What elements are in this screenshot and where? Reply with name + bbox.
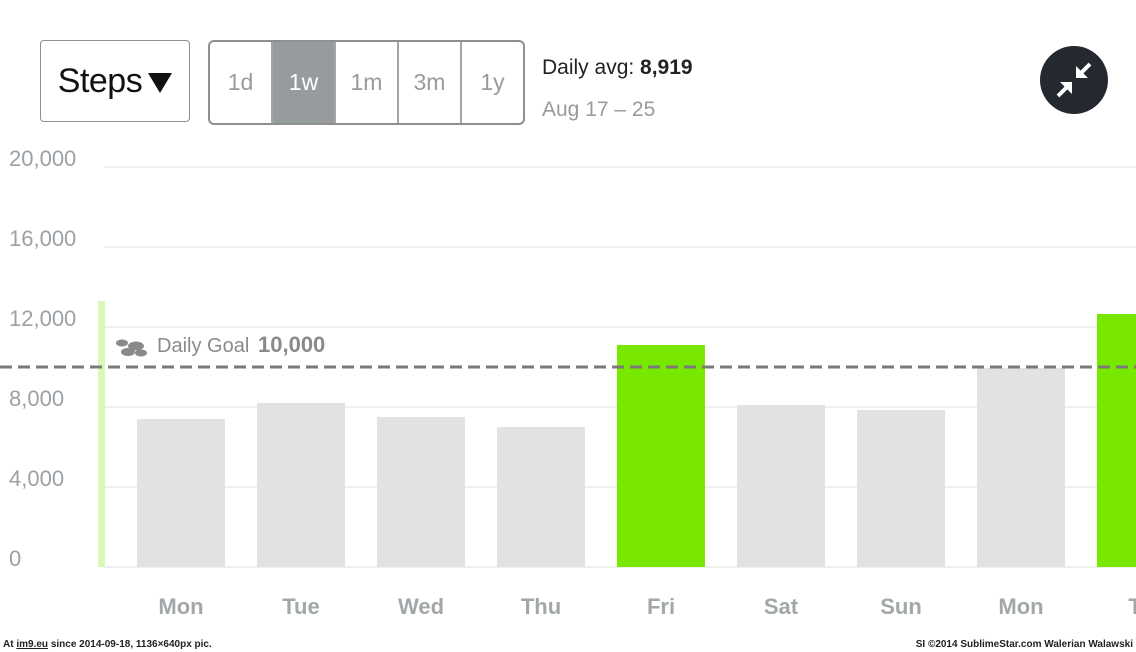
y-tick-label: 12,000 — [9, 306, 76, 331]
x-tick-label: Fri — [647, 594, 675, 619]
range-1m-button[interactable]: 1m — [336, 42, 399, 123]
bar-fri — [617, 345, 705, 567]
goal-value: 10,000 — [258, 332, 325, 357]
bar-wed — [377, 417, 465, 567]
goal-label: Daily Goal — [157, 335, 249, 357]
x-tick-label: Mon — [998, 594, 1043, 619]
range-1d-button[interactable]: 1d — [210, 42, 273, 123]
bar-tue — [257, 403, 345, 567]
x-tick-label: Sat — [764, 594, 799, 619]
daily-average-label: Daily avg: — [542, 56, 635, 79]
plot-left-accent — [98, 301, 105, 567]
range-selector: 1d 1w 1m 3m 1y — [208, 40, 525, 125]
footer-left: At im9.eu since 2014-09-18, 1136×640px p… — [3, 639, 212, 650]
footer-right: SI ©2014 SublimeStar.com Walerian Walaws… — [915, 639, 1133, 650]
collapse-arrows-icon — [1056, 62, 1092, 98]
daily-average-value: 8,919 — [640, 56, 693, 79]
bar-mon — [977, 368, 1065, 567]
x-tick-label: Mon — [158, 594, 203, 619]
y-tick-label: 0 — [9, 546, 21, 571]
footer-suffix: since 2014-09-18, 1136×640px pic. — [50, 639, 212, 650]
range-1w-button[interactable]: 1w — [273, 42, 336, 123]
footer-prefix: At — [3, 639, 14, 650]
range-1y-button[interactable]: 1y — [480, 69, 505, 95]
bar-tu — [1097, 314, 1136, 567]
x-tick-label: Tue — [282, 594, 319, 619]
y-tick-label: 8,000 — [9, 386, 64, 411]
x-tick-label: Thu — [521, 594, 561, 619]
bar-thu — [497, 427, 585, 567]
x-tick-label: Sun — [880, 594, 922, 619]
footer-link[interactable]: im9.eu — [16, 639, 49, 650]
metric-select[interactable]: Steps — [40, 40, 190, 122]
y-tick-label: 4,000 — [9, 466, 64, 491]
x-tick-label: Wed — [398, 594, 444, 619]
range-3m-button[interactable]: 3m — [399, 42, 462, 123]
date-range: Aug 17 – 25 — [542, 98, 656, 121]
bar-mon — [137, 419, 225, 567]
footprints-icon — [116, 339, 147, 357]
bar-sat — [737, 405, 825, 567]
collapse-button[interactable] — [1040, 46, 1108, 114]
caret-down-icon — [148, 73, 173, 93]
daily-average: Daily avg: 8,919 — [542, 56, 693, 80]
y-tick-label: 20,000 — [9, 146, 76, 171]
x-tick-label: Tu — [1128, 594, 1136, 619]
bar-sun — [857, 410, 945, 567]
y-tick-label: 16,000 — [9, 226, 76, 251]
metric-label: Steps — [57, 61, 143, 100]
steps-bar-chart: 0 4,000 8,000 12,000 16,000 20,000 Mon Tue Wed Th… — [0, 146, 1136, 619]
